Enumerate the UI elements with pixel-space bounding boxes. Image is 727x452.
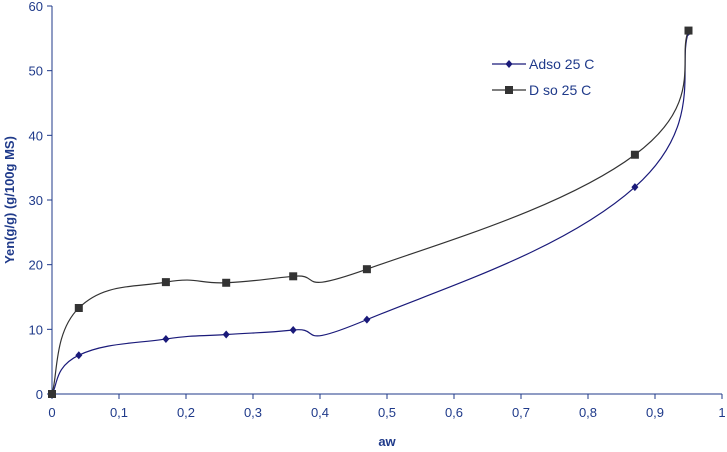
series-layer [48, 26, 693, 398]
x-axis-title: aw [378, 434, 396, 449]
series-1-point [363, 315, 371, 324]
x-tick-label: 0,4 [311, 405, 329, 420]
series-2-point [48, 390, 56, 398]
y-tick-label: 40 [29, 128, 43, 143]
x-tick-label: 0,1 [110, 405, 128, 420]
series-1-point [631, 183, 639, 192]
series-1-point [75, 351, 83, 360]
y-tick-label: 10 [29, 322, 43, 337]
x-tick-label: 0,6 [445, 405, 463, 420]
series-2-point [222, 278, 231, 287]
series-2-line [51, 30, 690, 395]
legend-marker [505, 60, 513, 68]
y-tick-label: 30 [29, 193, 43, 208]
series-2-point [161, 278, 170, 287]
x-tick-label: 1 [718, 405, 725, 420]
y-tick-group: 0 10 20 30 40 50 60 [29, 0, 52, 402]
x-tick-label: 0 [48, 405, 55, 420]
x-tick-label: 0,5 [378, 405, 396, 420]
series-2-point [74, 303, 83, 312]
y-tick-label: 20 [29, 258, 43, 273]
series-2-point [684, 26, 693, 35]
axes [51, 6, 722, 395]
series-2-point [630, 150, 639, 159]
y-tick-label: 60 [29, 0, 43, 14]
legend-marker [505, 86, 513, 94]
x-tick-group: 0 0,1 0,2 0,3 0,4 0,5 0,6 0,7 0,8 0,9 1 [48, 394, 726, 420]
legend: Adso 25 C D so 25 C [492, 56, 594, 98]
x-tick-label: 0,7 [512, 405, 530, 420]
x-tick-label: 0,3 [244, 405, 262, 420]
legend-label: Adso 25 C [529, 56, 594, 72]
series-2-point [362, 265, 371, 274]
y-tick-label: 0 [36, 387, 43, 402]
series-1-point [162, 335, 170, 344]
x-tick-label: 0,2 [177, 405, 195, 420]
series-1-point [289, 325, 297, 334]
x-tick-label: 0,8 [579, 405, 597, 420]
series-1-point [222, 330, 230, 339]
series-2 [48, 26, 693, 398]
legend-label: D so 25 C [529, 82, 591, 98]
y-tick-label: 50 [29, 64, 43, 79]
series-1 [48, 27, 692, 398]
y-axis-title: Yen(g/g) (g/100g MS) [2, 136, 17, 264]
x-tick-label: 0,9 [646, 405, 664, 420]
series-2-point [289, 272, 298, 281]
series-1-line [51, 31, 690, 395]
